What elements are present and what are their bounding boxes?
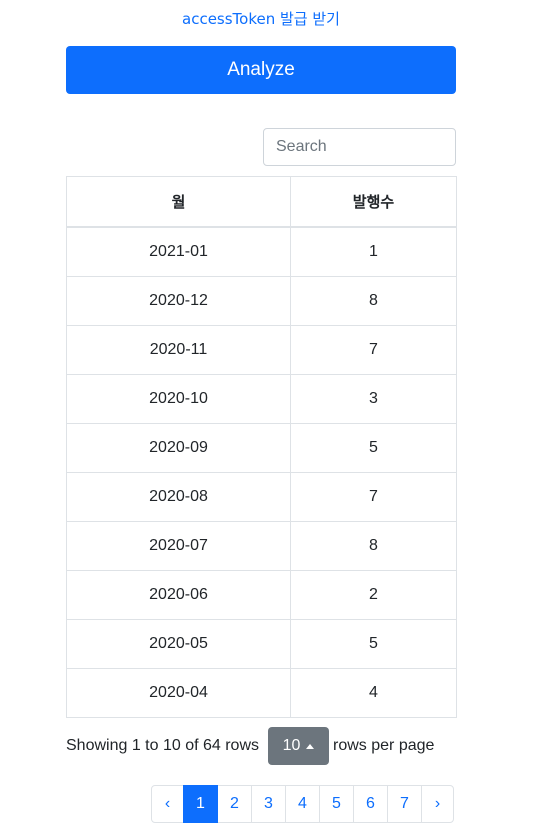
rows-per-page-text: rows per page (333, 737, 435, 754)
table-row: 2021-01 1 (66, 226, 457, 277)
cell-month: 2020-04 (66, 668, 291, 718)
pagination-page-5[interactable]: 5 (319, 785, 354, 823)
cell-month: 2020-08 (66, 472, 291, 522)
cell-month: 2020-09 (66, 423, 291, 473)
cell-count: 3 (290, 374, 457, 424)
table-row: 2020-10 3 (66, 374, 457, 424)
pagination-page-6[interactable]: 6 (353, 785, 388, 823)
cell-count: 2 (290, 570, 457, 620)
pagination-info: Showing 1 to 10 of 64 rows 10 rows per p… (66, 727, 434, 765)
caret-up-icon (306, 743, 315, 749)
cell-month: 2020-10 (66, 374, 291, 424)
cell-count: 8 (290, 276, 457, 326)
showing-rows-text: Showing 1 to 10 of 64 rows (66, 737, 260, 754)
table-row: 2020-04 4 (66, 668, 457, 718)
search-input[interactable] (263, 128, 456, 166)
cell-month: 2020-05 (66, 619, 291, 669)
page-size-value: 10 (282, 737, 301, 754)
cell-count: 5 (290, 619, 457, 669)
table-row: 2020-05 5 (66, 619, 457, 669)
pagination-prev[interactable]: ‹ (151, 785, 184, 823)
data-table: 월 발행수 2021-01 1 2020-12 8 2020-11 7 2020-10… (66, 176, 457, 718)
cell-month: 2020-07 (66, 521, 291, 571)
pagination: ‹ 1 2 3 4 5 6 7 › (151, 785, 454, 823)
table-row: 2020-06 2 (66, 570, 457, 620)
cell-count: 7 (290, 472, 457, 522)
table-header-row: 월 발행수 (66, 176, 457, 228)
table-row: 2020-09 5 (66, 423, 457, 473)
cell-count: 7 (290, 325, 457, 375)
cell-month: 2020-12 (66, 276, 291, 326)
access-token-link[interactable]: accessToken 발급 받기 (182, 10, 340, 28)
pagination-page-4[interactable]: 4 (285, 785, 320, 823)
table-row: 2020-11 7 (66, 325, 457, 375)
pagination-page-1[interactable]: 1 (183, 785, 218, 823)
column-header-month[interactable]: 월 (66, 176, 291, 228)
table-row: 2020-07 8 (66, 521, 457, 571)
pagination-next[interactable]: › (421, 785, 454, 823)
cell-month: 2020-11 (66, 325, 291, 375)
analyze-button[interactable]: Analyze (66, 46, 456, 94)
cell-count: 5 (290, 423, 457, 473)
column-header-count[interactable]: 발행수 (290, 176, 457, 228)
cell-month: 2020-06 (66, 570, 291, 620)
cell-count: 4 (290, 668, 457, 718)
table-row: 2020-12 8 (66, 276, 457, 326)
cell-count: 8 (290, 521, 457, 571)
pagination-page-3[interactable]: 3 (251, 785, 286, 823)
pagination-page-2[interactable]: 2 (217, 785, 252, 823)
page-size-dropdown[interactable]: 10 (268, 727, 330, 765)
cell-month: 2021-01 (66, 226, 291, 277)
cell-count: 1 (290, 226, 457, 277)
table-row: 2020-08 7 (66, 472, 457, 522)
pagination-page-7[interactable]: 7 (387, 785, 422, 823)
